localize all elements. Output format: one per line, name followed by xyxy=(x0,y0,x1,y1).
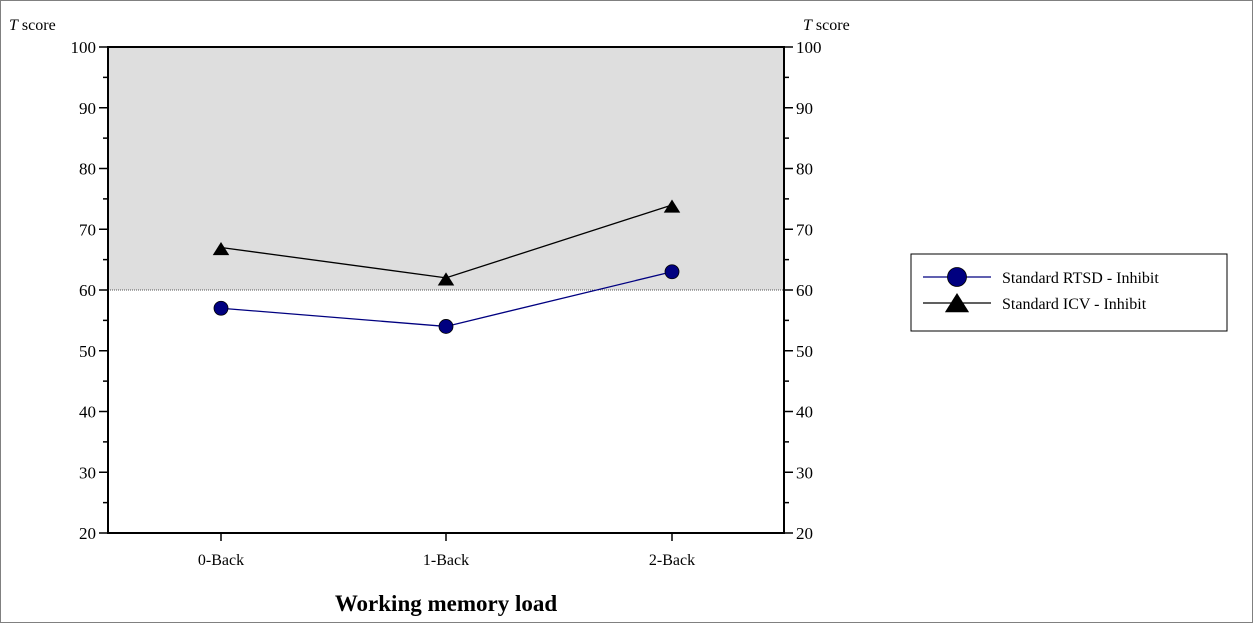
right-y-tick-label: 100 xyxy=(796,38,822,57)
right-y-axis-title-symbol: T xyxy=(803,17,813,34)
series-2 xyxy=(212,199,681,286)
left-y-tick-label: 30 xyxy=(79,463,96,482)
x-axis: 0-Back 1-Back 2-Back xyxy=(198,533,695,569)
series-1 xyxy=(213,264,680,334)
right-y-tick-label: 70 xyxy=(796,220,813,239)
right-y-axis-title: T score xyxy=(803,17,850,34)
legend-entry: Standard RTSD - Inhibit xyxy=(923,267,1159,287)
right-y-tick-label: 90 xyxy=(796,99,813,118)
legend-box xyxy=(910,253,1228,332)
left-y-tick-label: 40 xyxy=(79,403,96,422)
triangle-marker xyxy=(212,241,230,256)
right-y-tick-label: 30 xyxy=(796,463,813,482)
left-y-tick-label: 60 xyxy=(79,281,96,300)
x-tick-label: 2-Back xyxy=(649,552,695,569)
left-y-tick-label: 100 xyxy=(71,38,97,57)
left-y-axis-title: T score xyxy=(9,17,56,34)
right-y-tick-label: 40 xyxy=(796,403,813,422)
triangle-marker xyxy=(437,272,455,286)
circle-marker xyxy=(213,300,229,316)
left-y-axis-title-symbol: T xyxy=(9,17,19,34)
x-tick-label: 1-Back xyxy=(423,552,469,569)
left-y-axis: 20 30 40 50 60 70 80 90 100 xyxy=(71,38,108,543)
x-axis-title: Working memory load xyxy=(335,591,558,616)
clinical-range-shading xyxy=(108,47,784,290)
circle-marker xyxy=(664,264,680,280)
left-y-tick-label: 80 xyxy=(79,160,96,179)
left-y-tick-label: 50 xyxy=(79,342,96,361)
right-y-axis-title-text: score xyxy=(812,17,850,34)
x-tick-label: 0-Back xyxy=(198,552,244,569)
left-y-tick-label: 70 xyxy=(79,220,96,239)
triangle-marker xyxy=(944,293,970,313)
left-y-tick-label: 90 xyxy=(79,99,96,118)
legend-label: Standard RTSD - Inhibit xyxy=(1002,270,1159,287)
legend-label: Standard ICV - Inhibit xyxy=(1002,296,1147,313)
circle-marker xyxy=(438,319,454,334)
legend-entry: Standard ICV - Inhibit xyxy=(923,293,1147,313)
right-y-tick-label: 20 xyxy=(796,524,813,543)
right-y-axis: 20 30 40 50 60 70 80 90 100 xyxy=(784,38,822,543)
triangle-marker xyxy=(663,199,681,213)
legend: Standard RTSD - Inhibit Standard ICV - In… xyxy=(910,253,1228,332)
right-y-tick-label: 60 xyxy=(796,281,813,300)
left-y-tick-label: 20 xyxy=(79,524,96,543)
series-layer xyxy=(212,199,681,334)
right-y-tick-label: 50 xyxy=(796,342,813,361)
left-y-axis-title-text: score xyxy=(18,17,56,34)
circle-marker xyxy=(947,267,967,287)
right-y-tick-label: 80 xyxy=(796,160,813,179)
